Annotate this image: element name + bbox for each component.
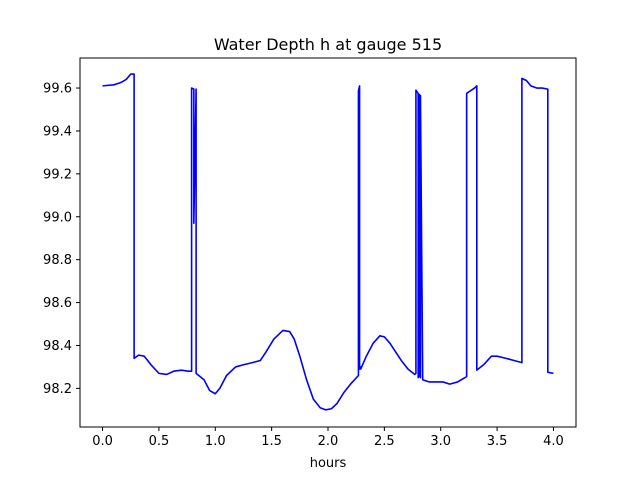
y-tick-label: 99.2 (43, 167, 72, 182)
y-tick-label: 99.0 (43, 210, 72, 225)
x-tick-label: 3.0 (430, 434, 451, 449)
y-axis: 98.2 98.4 98.6 98.8 99.0 99.2 99.4 99.6 (43, 82, 80, 397)
y-tick-label: 98.4 (43, 339, 72, 354)
plot-frame (79, 57, 577, 428)
series-line-0 (102, 73, 554, 411)
x-tick-label: 3.5 (487, 434, 508, 449)
x-tick-label: 0.5 (149, 434, 170, 449)
x-tick-label: 1.0 (205, 434, 226, 449)
x-tick-label: 4.0 (543, 434, 564, 449)
x-tick-label: 2.5 (374, 434, 395, 449)
y-tick-label: 98.8 (43, 253, 72, 268)
y-tick-label: 98.2 (43, 382, 72, 397)
x-tick-label: 0.0 (92, 434, 113, 449)
y-tick-label: 98.6 (43, 296, 72, 311)
x-axis-label: hours (310, 456, 347, 471)
x-axis: 0.0 0.5 1.0 1.5 2.0 2.5 3.0 3.5 4.0 (92, 427, 564, 449)
x-tick-label: 1.5 (261, 434, 282, 449)
plot-area (102, 73, 554, 411)
y-tick-label: 99.4 (43, 124, 72, 139)
y-tick-label: 99.6 (43, 82, 72, 97)
chart-title: Water Depth h at gauge 515 (214, 35, 442, 54)
x-tick-label: 2.0 (318, 434, 339, 449)
